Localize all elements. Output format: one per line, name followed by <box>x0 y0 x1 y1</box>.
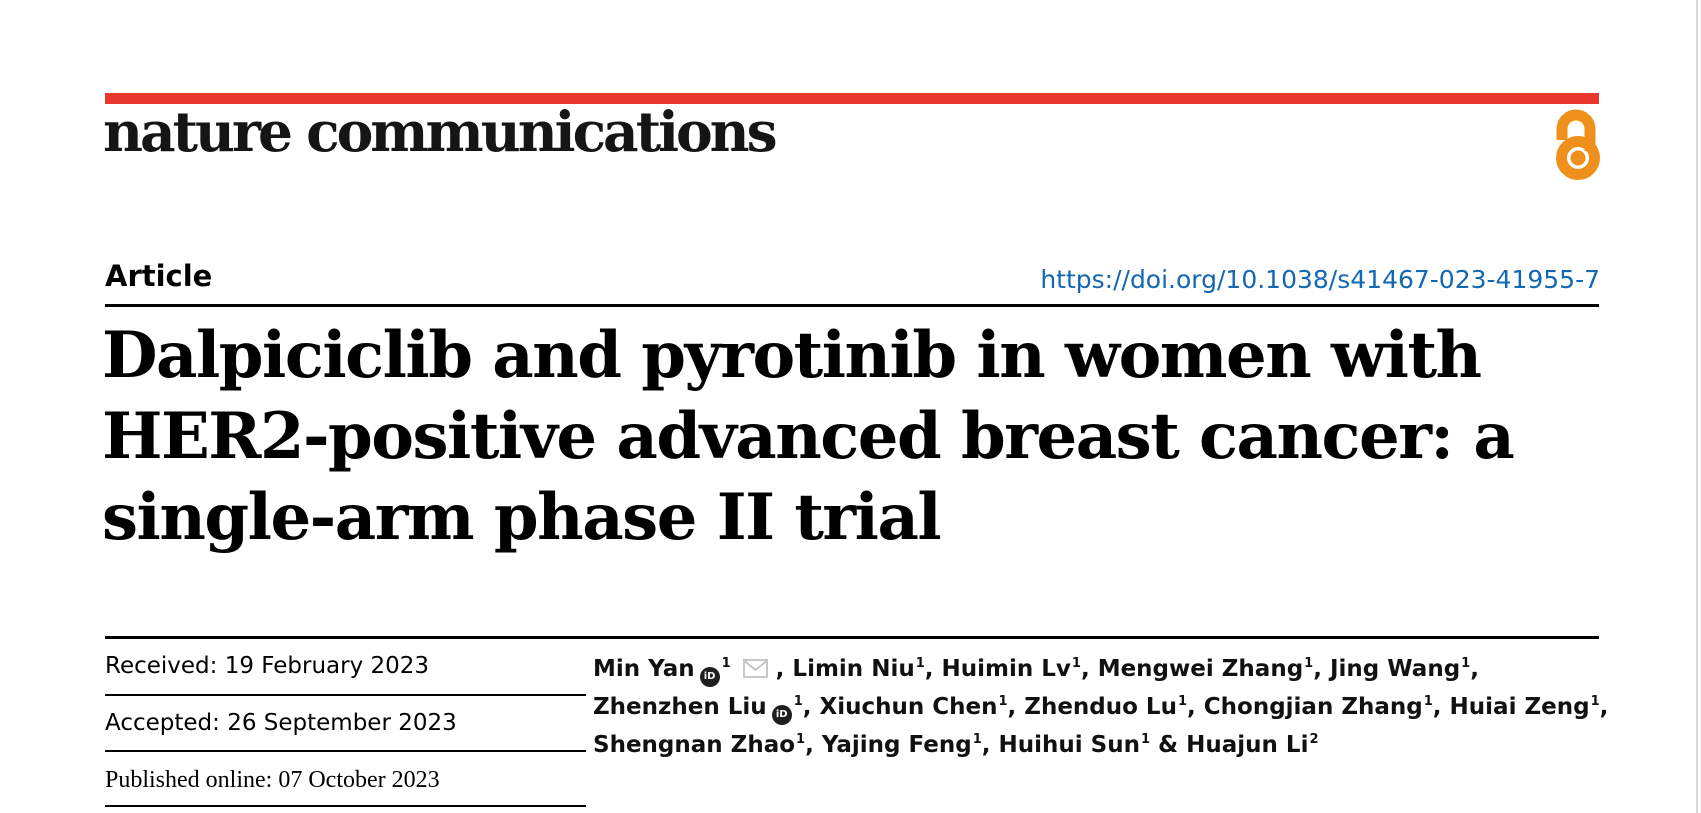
author-name: Chongjian Zhang <box>1203 694 1423 720</box>
affiliation-superscript: 1 <box>1071 656 1081 671</box>
journal-logo: nature communications <box>103 99 778 164</box>
header-rule <box>105 304 1599 307</box>
doi-link[interactable]: https://doi.org/10.1038/s41467-023-41955… <box>1040 265 1600 294</box>
affiliation-superscript: 1 <box>1461 656 1471 671</box>
orcid-icon[interactable]: iD <box>771 705 792 725</box>
section-rule <box>105 636 1599 639</box>
author-line: Zhenzhen Liu iD1, Xiuchun Chen1, Zhenduo … <box>593 690 1608 728</box>
author-name: Yajing Feng <box>821 732 972 758</box>
article-title: Dalpiciclib and pyrotinib in women with … <box>102 315 1515 558</box>
open-access-icon <box>1556 109 1600 180</box>
author-name: Limin Niu <box>792 656 915 682</box>
published-date: Published online: 07 October 2023 <box>105 767 440 793</box>
affiliation-superscript: 1 <box>721 656 731 671</box>
affiliation-superscript: 1 <box>793 694 803 709</box>
author-name: Xiuchun Chen <box>819 694 998 720</box>
title-line: Dalpiciclib and pyrotinib in women with <box>102 318 1482 393</box>
author-name: Mengwei Zhang <box>1097 656 1304 682</box>
affiliation-superscript: 1 <box>1177 694 1188 709</box>
affiliation-superscript: 1 <box>1590 694 1600 709</box>
history-divider <box>105 694 586 696</box>
history-divider <box>105 805 586 807</box>
affiliation-superscript: 2 <box>1309 732 1319 747</box>
author-name: Zhenduo Lu <box>1024 694 1177 720</box>
author-line: Min Yan iD1 , Limin Niu1, Huimin Lv1, Men… <box>593 652 1583 690</box>
author-name: Min Yan <box>593 656 695 682</box>
author-name: Jing Wang <box>1329 656 1461 682</box>
affiliation-superscript: 1 <box>915 656 925 671</box>
page-edge <box>1696 0 1698 813</box>
accepted-date: Accepted: 26 September 2023 <box>105 710 457 736</box>
affiliation-superscript: 1 <box>972 732 982 747</box>
author-list: Min Yan iD1 , Limin Niu1, Huimin Lv1, Men… <box>593 652 1608 766</box>
email-icon[interactable] <box>742 659 768 678</box>
history-divider <box>105 750 586 752</box>
author-name: Shengnan Zhao <box>593 732 796 758</box>
author-line: Shengnan Zhao1, Yajing Feng1, Huihui Sun… <box>593 732 1319 758</box>
masthead-bar <box>105 93 1599 104</box>
affiliation-superscript: 1 <box>1304 656 1314 671</box>
title-line: single-arm phase II trial <box>102 480 942 555</box>
author-name: Zhenzhen Liu <box>593 694 767 720</box>
author-name: Huimin Lv <box>941 656 1071 682</box>
affiliation-superscript: 1 <box>998 694 1008 709</box>
author-name: Huiai Zeng <box>1449 694 1590 720</box>
orcid-icon[interactable]: iD <box>699 667 720 687</box>
received-date: Received: 19 February 2023 <box>105 653 430 679</box>
affiliation-superscript: 1 <box>796 732 806 747</box>
author-name: Huihui Sun <box>998 732 1140 758</box>
author-name: Huajun Li <box>1186 732 1309 758</box>
article-type-label: Article <box>105 259 213 293</box>
title-line: HER2-positive advanced breast cancer: a <box>102 399 1515 474</box>
affiliation-superscript: 1 <box>1141 732 1151 747</box>
affiliation-superscript: 1 <box>1423 694 1433 709</box>
